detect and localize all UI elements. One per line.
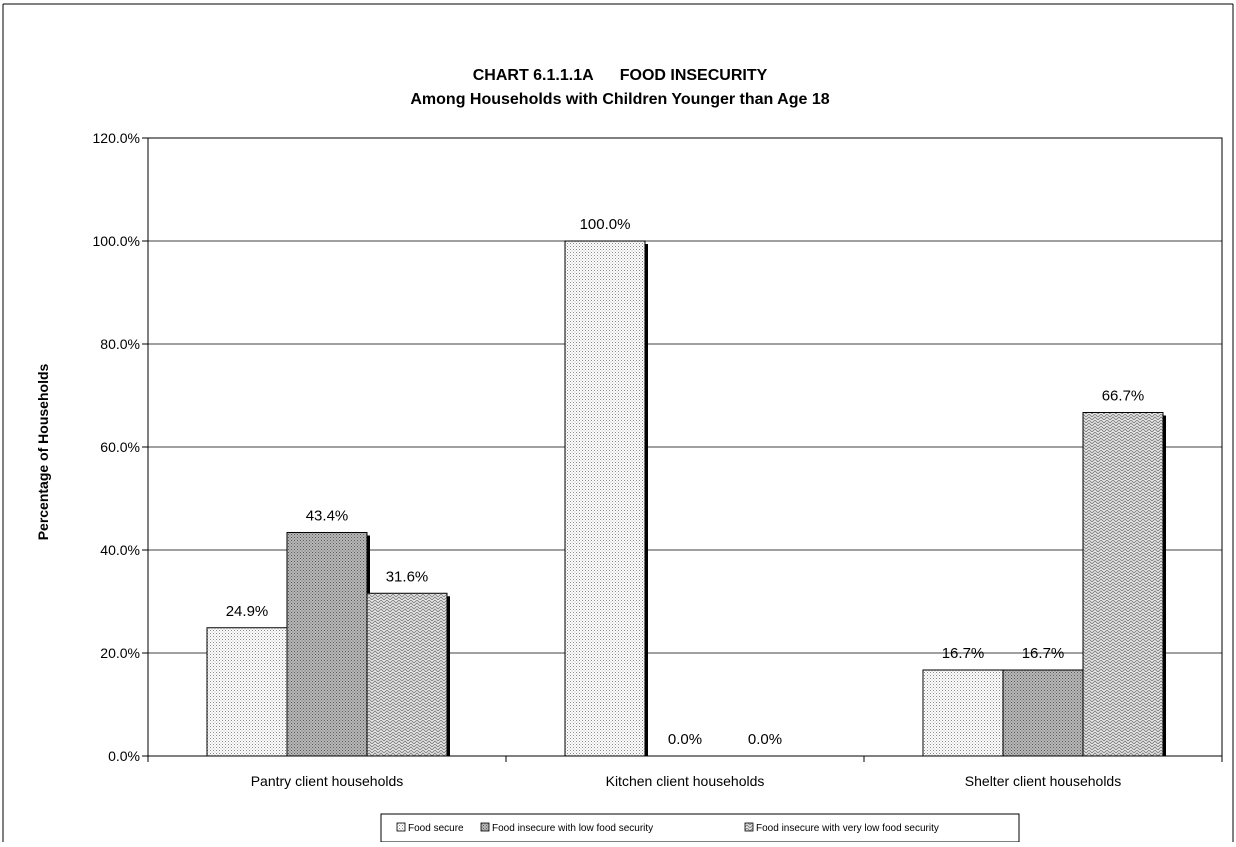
y-tick-label: 100.0% [93, 233, 140, 249]
bar [366, 592, 448, 757]
y-tick-label: 120.0% [93, 130, 140, 146]
bar-value-label: 43.4% [306, 507, 349, 524]
bars [206, 240, 1166, 757]
axes: 0.0% 20.0% 40.0% 60.0% 80.0% 100.0% 120.0% Pant… [93, 130, 1223, 789]
bar-value-label: 0.0% [668, 731, 702, 748]
data-labels: 24.9% 43.4% 31.6% 100.0% 0.0% 0.0% 16.7% 16.7% 6… [226, 216, 1145, 748]
bar-value-label: 24.9% [226, 603, 269, 620]
chart-subtitle: Among Households with Children Younger t… [410, 91, 829, 108]
legend-label: Food insecure with low food security [492, 823, 653, 834]
y-axis-label: Percentage of Households [35, 363, 51, 540]
x-tick-label: Pantry client households [251, 773, 404, 789]
y-tick-label: 60.0% [100, 439, 140, 455]
bar-value-label: 16.7% [942, 645, 985, 662]
bar [1082, 411, 1164, 757]
bar-value-label: 31.6% [386, 568, 429, 585]
y-tick-label: 0.0% [108, 748, 140, 764]
bar-value-label: 100.0% [580, 216, 631, 233]
legend-swatch [480, 822, 490, 832]
legend-swatch [744, 822, 754, 832]
y-tick-label: 40.0% [100, 542, 140, 558]
legend-label: Food secure [408, 823, 464, 834]
legend-label: Food insecure with very low food securit… [756, 823, 939, 834]
bar-value-label: 16.7% [1022, 645, 1065, 662]
legend: Food secure Food insecure with low food s… [380, 813, 1020, 843]
bar [922, 669, 1004, 757]
chart-title: CHART 6.1.1.1A FOOD INSECURITY [473, 67, 768, 84]
bar [206, 627, 288, 757]
bar [564, 240, 646, 757]
bar-value-label: 0.0% [748, 731, 782, 748]
bar-value-label: 66.7% [1102, 387, 1145, 404]
bar [1002, 669, 1084, 757]
y-tick-label: 80.0% [100, 336, 140, 352]
bar [286, 531, 368, 757]
legend-swatch [396, 822, 406, 832]
y-tick-label: 20.0% [100, 645, 140, 661]
x-tick-label: Kitchen client households [606, 773, 765, 789]
x-tick-label: Shelter client households [965, 773, 1121, 789]
